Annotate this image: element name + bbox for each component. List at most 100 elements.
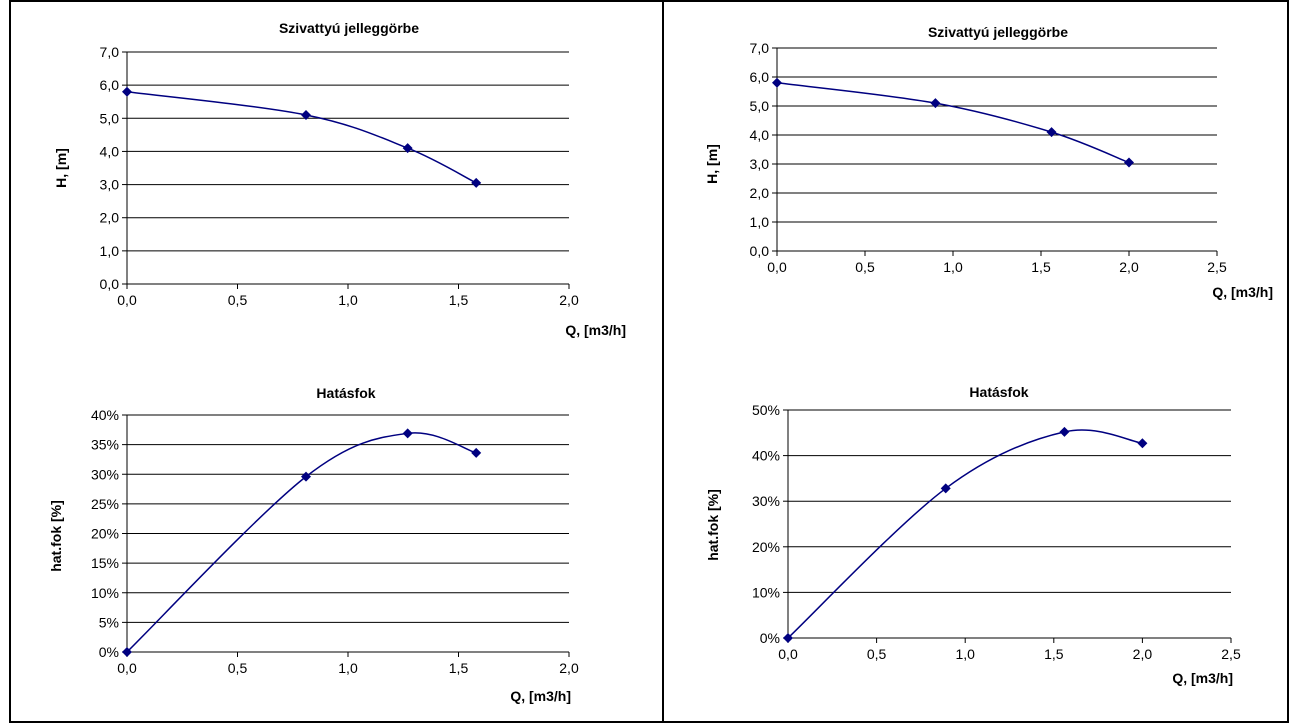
y-tick-label: 15% — [91, 555, 119, 571]
chart-title: Hatásfok — [316, 385, 375, 401]
y-axis-label: H, [m] — [53, 148, 69, 188]
series-layer — [122, 428, 482, 657]
y-tick-label: 20% — [91, 526, 119, 542]
x-tick-label: 0,0 — [778, 646, 798, 662]
y-ticks: 0,0 1,0 2,0 3,0 4,0 5,0 6,0 7,0 — [100, 44, 127, 292]
axes — [776, 48, 1217, 252]
gridlines — [777, 47, 1217, 223]
y-tick-label: 30% — [91, 466, 119, 482]
x-tick-label: 1,5 — [1044, 646, 1064, 662]
y-tick-label: 2,0 — [100, 210, 120, 226]
y-tick-label: 0% — [760, 630, 780, 646]
x-tick-label: 2,0 — [1119, 259, 1139, 275]
chart-title: Szivattyú jelleggörbe — [279, 20, 419, 36]
y-tick-label: 25% — [91, 496, 119, 512]
y-tick-label: 7,0 — [750, 40, 770, 56]
x-tick-label: 1,0 — [338, 660, 358, 676]
data-point — [940, 483, 951, 494]
data-point — [1137, 438, 1148, 449]
x-tick-label: 2,5 — [1207, 259, 1227, 275]
chart-title: Hatásfok — [969, 384, 1028, 400]
x-ticks: 0,0 0,5 1,0 1,5 2,0 — [117, 284, 579, 308]
series-layer — [772, 77, 1134, 168]
gridlines — [127, 414, 569, 623]
x-tick-label: 1,0 — [955, 646, 975, 662]
x-tick-label: 1,5 — [449, 660, 469, 676]
data-point — [783, 633, 793, 643]
y-tick-label: 2,0 — [750, 185, 770, 201]
x-tick-label: 2,0 — [559, 660, 579, 676]
x-ticks: 0,0 0,5 1,0 1,5 2,0 2,5 — [767, 251, 1227, 275]
data-point — [402, 428, 413, 439]
y-tick-label: 7,0 — [100, 44, 120, 60]
y-tick-label: 30% — [752, 493, 780, 509]
data-point — [301, 109, 312, 120]
y-tick-label: 6,0 — [750, 69, 770, 85]
gridlines — [788, 409, 1231, 593]
y-axis-label: hat.fok [%] — [705, 489, 721, 561]
x-tick-label: 1,5 — [449, 292, 469, 308]
x-axis-label: Q, [m3/h] — [510, 688, 571, 704]
series-layer — [122, 86, 482, 188]
y-tick-label: 0% — [99, 644, 119, 660]
x-axis-label: Q, [m3/h] — [1212, 284, 1273, 300]
x-tick-label: 0,0 — [767, 259, 787, 275]
chart-pump-curve-right: Szivattyú jelleggörbe H, [m] Q, [m3/h] 0… — [704, 24, 1273, 300]
y-tick-label: 20% — [752, 539, 780, 555]
series-line — [126, 432, 477, 653]
data-point — [1124, 157, 1134, 168]
series-line — [787, 429, 1143, 639]
y-tick-label: 3,0 — [750, 156, 770, 172]
x-ticks: 0,0 0,5 1,0 1,5 2,0 2,5 — [778, 638, 1241, 662]
y-tick-label: 0,0 — [750, 243, 770, 259]
series-line — [126, 91, 477, 184]
data-point — [402, 143, 413, 154]
y-tick-label: 10% — [752, 584, 780, 600]
chart-efficiency-left: Hatásfok hat.fok [%] Q, [m3/h] 0% 5% 10% 15… — [48, 385, 579, 704]
data-point — [122, 86, 132, 97]
x-tick-label: 2,5 — [1221, 646, 1241, 662]
x-axis-label: Q, [m3/h] — [565, 322, 626, 338]
data-point — [122, 647, 132, 657]
series-line — [776, 82, 1130, 164]
data-point — [471, 177, 482, 188]
axes — [126, 52, 569, 285]
x-tick-label: 0,5 — [228, 292, 248, 308]
y-tick-label: 3,0 — [100, 177, 120, 193]
series-layer — [783, 426, 1148, 643]
x-tick-label: 1,5 — [1031, 259, 1051, 275]
x-ticks: 0,0 0,5 1,0 1,5 2,0 — [117, 652, 579, 676]
data-point — [1059, 426, 1070, 437]
y-tick-label: 5,0 — [100, 110, 120, 126]
y-tick-label: 40% — [91, 407, 119, 423]
x-tick-label: 0,0 — [117, 292, 137, 308]
y-tick-label: 40% — [752, 448, 780, 464]
y-tick-label: 10% — [91, 585, 119, 601]
y-tick-label: 50% — [752, 402, 780, 418]
y-tick-label: 4,0 — [100, 143, 120, 159]
y-tick-label: 4,0 — [750, 127, 770, 143]
y-tick-label: 1,0 — [750, 214, 770, 230]
y-tick-label: 1,0 — [100, 243, 120, 259]
x-tick-label: 0,5 — [867, 646, 887, 662]
chart-pump-curve-left: Szivattyú jelleggörbe H, [m] Q, [m3/h] 0… — [53, 20, 626, 338]
chart-efficiency-right: Hatásfok hat.fok [%] Q, [m3/h] 0% 10% 20% 3… — [705, 384, 1241, 686]
y-tick-label: 0,0 — [100, 276, 120, 292]
y-tick-label: 6,0 — [100, 77, 120, 93]
data-point — [471, 447, 482, 458]
y-tick-label: 5,0 — [750, 98, 770, 114]
y-ticks: 0,0 1,0 2,0 3,0 4,0 5,0 6,0 7,0 — [750, 40, 777, 259]
x-tick-label: 1,0 — [943, 259, 963, 275]
data-point — [772, 77, 782, 88]
outer-border — [9, 0, 1289, 723]
data-point — [301, 471, 312, 482]
chart-title: Szivattyú jelleggörbe — [928, 24, 1068, 40]
data-point — [1046, 127, 1057, 138]
x-axis-label: Q, [m3/h] — [1172, 670, 1233, 686]
y-ticks: 0% 10% 20% 30% 40% 50% — [752, 402, 788, 646]
x-tick-label: 1,0 — [338, 292, 358, 308]
y-axis-label: hat.fok [%] — [48, 500, 64, 572]
data-point — [930, 98, 941, 109]
x-tick-label: 2,0 — [1133, 646, 1153, 662]
